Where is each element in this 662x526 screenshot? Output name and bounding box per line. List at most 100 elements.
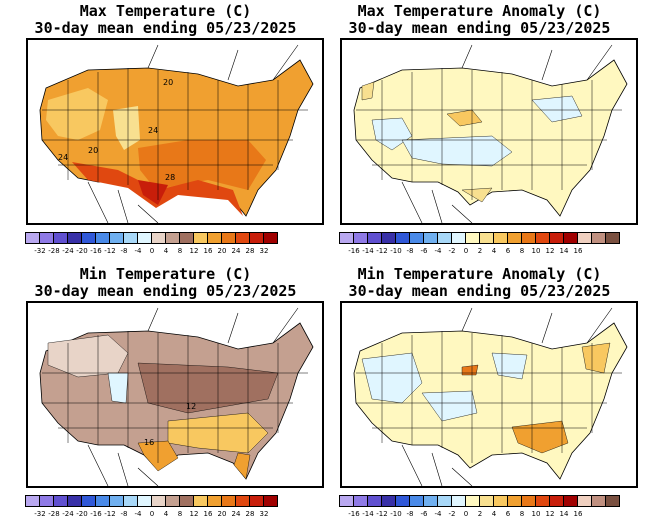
state-borders <box>356 331 622 463</box>
legend-tick-label: 28 <box>245 247 255 255</box>
warm-anomaly-nw <box>361 81 375 101</box>
cool-zone-rockies <box>113 106 140 150</box>
legend-tick-label: -24 <box>62 510 74 518</box>
map-min-temperature: 12 16 <box>26 301 324 488</box>
legend-swatch <box>137 495 152 507</box>
panel-title: Min Temperature (C) <box>79 265 252 283</box>
legend-swatch <box>437 495 452 507</box>
legend-swatch <box>109 232 124 244</box>
legend-swatch <box>353 495 368 507</box>
cool-anomaly-midwest <box>491 352 528 380</box>
legend-swatch <box>465 495 480 507</box>
legend-tick-label: -32 <box>34 247 46 255</box>
legend-tick-label: -28 <box>48 510 60 518</box>
legend-swatch <box>535 232 550 244</box>
legend-swatch <box>521 232 536 244</box>
legend-tick-label: 12 <box>189 247 199 255</box>
legend-swatch <box>605 232 620 244</box>
legend-swatch <box>367 495 382 507</box>
legend-ticks: -16 -14 -12 -10 -8 -6 -4 -2 0 2 4 6 8 10 12 14 16 <box>340 510 640 520</box>
legend-swatch <box>423 495 438 507</box>
legend-tick-label: -12 <box>104 247 116 255</box>
state-borders <box>356 68 622 200</box>
legend-tick-label: 12 <box>189 510 199 518</box>
mexico-outline <box>87 181 159 223</box>
legend-swatch <box>53 495 68 507</box>
legend-tick-label: -8 <box>120 247 128 255</box>
legend-tick-label: 0 <box>463 510 469 518</box>
legend-swatch <box>395 232 410 244</box>
legend-swatch <box>577 495 592 507</box>
legend-swatch <box>577 232 592 244</box>
contour-label: 20 <box>163 78 173 87</box>
mexico-outline <box>401 444 473 486</box>
legend-swatch <box>339 495 354 507</box>
legend-swatch <box>339 232 354 244</box>
legend-tick-label: -14 <box>362 510 374 518</box>
legend-swatch <box>493 495 508 507</box>
color-legend <box>25 495 278 507</box>
legend-tick-label: 28 <box>245 510 255 518</box>
legend-swatch <box>479 495 494 507</box>
canada-outline <box>461 44 613 81</box>
map-max-temperature: 20 24 20 24 28 <box>26 38 324 225</box>
legend-swatch <box>109 495 124 507</box>
legend-swatch <box>451 232 466 244</box>
legend-swatch <box>535 495 550 507</box>
legend-tick-label: -2 <box>448 247 456 255</box>
legend-tick-label: 32 <box>259 510 269 518</box>
legend-tick-label: -10 <box>390 247 402 255</box>
legend-swatch <box>95 232 110 244</box>
legend-swatch <box>521 495 536 507</box>
panel-subtitle: 30-day mean ending 05/23/2025 <box>348 282 611 300</box>
legend-tick-label: 10 <box>531 510 541 518</box>
legend-tick-label: -12 <box>376 247 388 255</box>
legend-tick-label: -28 <box>48 247 60 255</box>
legend-tick-label: 16 <box>203 247 213 255</box>
mexico-outline <box>401 181 473 223</box>
legend-swatch <box>39 232 54 244</box>
legend-swatch <box>479 232 494 244</box>
legend-swatch <box>67 495 82 507</box>
legend-swatch <box>465 232 480 244</box>
legend-swatch <box>137 232 152 244</box>
legend-swatch <box>493 232 508 244</box>
legend-swatch <box>207 232 222 244</box>
contour-label: 24 <box>58 153 68 162</box>
legend-tick-label: -32 <box>34 510 46 518</box>
legend-swatch <box>95 495 110 507</box>
legend-tick-label: -8 <box>406 247 414 255</box>
state-borders <box>42 331 308 463</box>
map-max-temperature-anomaly <box>340 38 638 225</box>
hot-zone-gulf <box>72 162 243 216</box>
legend-tick-label: -16 <box>90 510 102 518</box>
legend-tick-label: -8 <box>406 510 414 518</box>
warm-anomaly-north <box>446 109 483 127</box>
contour-label: 16 <box>144 438 154 447</box>
legend-tick-label: 8 <box>177 247 183 255</box>
legend-swatch <box>193 495 208 507</box>
legend-tick-label: 20 <box>217 510 227 518</box>
legend-tick-label: 4 <box>491 247 497 255</box>
legend-tick-label: -16 <box>348 247 360 255</box>
legend-swatch <box>409 232 424 244</box>
legend-tick-label: -2 <box>448 510 456 518</box>
legend-tick-label: -10 <box>390 510 402 518</box>
legend-ticks: -32 -28 -24 -20 -16 -12 -8 -4 0 4 8 12 16 20 24 28 32 <box>26 247 326 257</box>
panel-subtitle: 30-day mean ending 05/23/2025 <box>34 19 297 37</box>
legend-swatch <box>563 232 578 244</box>
legend-swatch <box>367 232 382 244</box>
legend-tick-label: 32 <box>259 247 269 255</box>
legend-tick-label: 4 <box>163 247 169 255</box>
legend-swatch <box>221 232 236 244</box>
legend-tick-label: 4 <box>163 510 169 518</box>
legend-tick-label: -6 <box>420 510 428 518</box>
legend-swatch <box>67 232 82 244</box>
legend-tick-label: -4 <box>434 510 442 518</box>
legend-tick-label: 16 <box>573 510 583 518</box>
legend-swatch <box>193 232 208 244</box>
legend-tick-label: 12 <box>545 510 555 518</box>
legend-swatch <box>179 232 194 244</box>
panel-subtitle: 30-day mean ending 05/23/2025 <box>348 19 611 37</box>
legend-swatch <box>165 495 180 507</box>
